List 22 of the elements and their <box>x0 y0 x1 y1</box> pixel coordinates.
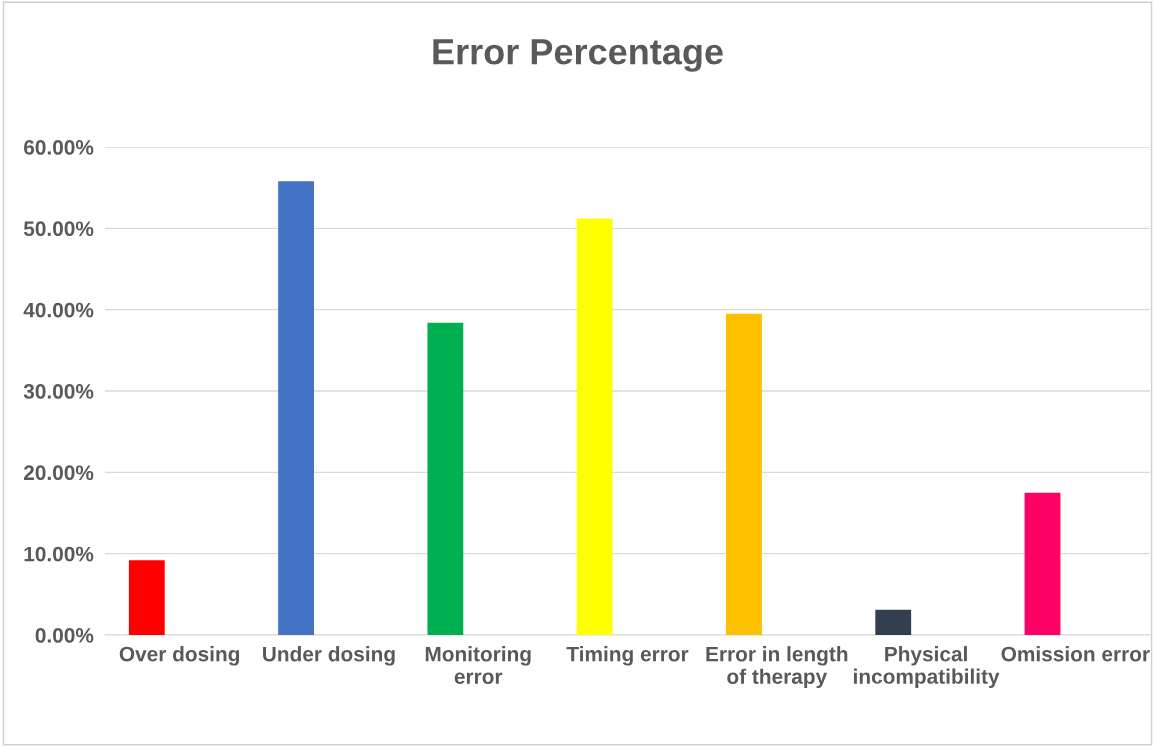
y-tick-label: 50.00% <box>23 221 94 237</box>
bar <box>427 322 464 635</box>
y-tick-label: 60.00% <box>24 140 94 155</box>
y-tick-label: 0.00% <box>35 628 94 643</box>
x-tick-label: Monitoring error <box>425 646 531 684</box>
x-tick-label: Timing error <box>566 646 689 666</box>
x-tick-label: Over dosing <box>119 646 240 666</box>
bar <box>1024 492 1061 635</box>
bar <box>128 560 165 635</box>
chart-title: Error Percentage <box>433 39 723 72</box>
bar <box>278 181 314 635</box>
x-tick-label: Under dosing <box>263 646 395 666</box>
y-tick-label: 10.00% <box>24 546 94 562</box>
y-tick-label: 40.00% <box>23 302 94 318</box>
bar <box>875 609 912 635</box>
x-tick-label: Physical incompatibility <box>854 646 1000 688</box>
x-tick-label: Error in length of therapy <box>706 646 848 689</box>
bar <box>576 218 613 635</box>
y-tick-label: 20.00% <box>23 465 94 481</box>
bar <box>726 313 762 635</box>
y-tick-label: 30.00% <box>23 384 94 399</box>
x-tick-label: Omission error <box>1001 646 1150 662</box>
